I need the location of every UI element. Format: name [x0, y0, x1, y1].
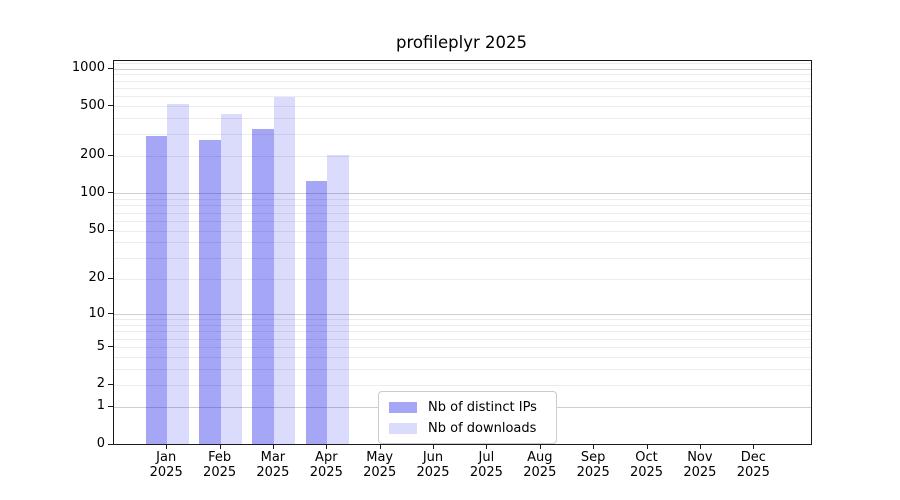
legend: Nb of distinct IPs Nb of downloads [378, 391, 557, 444]
bar-downloads-Feb 2025 [220, 113, 243, 445]
gridline-20 [114, 278, 811, 280]
gridline-200 [114, 155, 811, 157]
gridline-100 [114, 193, 811, 195]
gridline-2 [114, 384, 811, 386]
x-tick-label-apr: Apr 2025 [309, 450, 343, 480]
bar-downloads-Apr 2025 [327, 154, 349, 445]
x-tick-mark-may [379, 444, 381, 449]
x-tick-label-sep: Sep 2025 [576, 450, 610, 480]
x-tick-mark-dec [753, 444, 755, 449]
gridline-60 [114, 220, 811, 222]
legend-item-distinct-ips: Nb of distinct IPs [385, 398, 550, 416]
y-tick-label-100: 100 [80, 184, 105, 200]
gridline-40 [114, 242, 811, 244]
y-tick-mark-1000 [108, 67, 113, 69]
y-tick-label-5: 5 [96, 338, 105, 354]
x-tick-label-nov: Nov 2025 [683, 450, 717, 480]
y-tick-mark-5 [108, 346, 113, 347]
y-tick-mark-1 [108, 405, 113, 407]
gridline-400 [114, 118, 811, 120]
y-tick-label-500: 500 [80, 97, 105, 113]
gridline-5 [114, 347, 811, 348]
y-tick-mark-0 [108, 443, 113, 445]
chart-title: profileplyr 2025 [396, 33, 527, 52]
gridline-3 [114, 369, 811, 371]
y-tick-mark-2 [108, 383, 113, 385]
gridline-1100 [114, 63, 811, 65]
y-tick-mark-100 [108, 192, 113, 194]
y-tick-label-0: 0 [96, 436, 105, 451]
y-tick-label-50: 50 [88, 222, 105, 237]
y-tick-mark-500 [108, 105, 113, 107]
x-tick-label-dec: Dec 2025 [736, 450, 770, 480]
gridline-700 [114, 87, 811, 89]
y-tick-label-20: 20 [88, 270, 105, 286]
bar-distinct-ips-Jan 2025 [145, 135, 168, 445]
y-tick-label-200: 200 [80, 147, 105, 163]
x-tick-label-jan: Jan 2025 [149, 450, 183, 480]
x-tick-label-jul: Jul 2025 [469, 450, 503, 480]
gridline-10 [114, 314, 811, 315]
legend-item-downloads: Nb of downloads [385, 419, 550, 437]
gridline-7 [114, 331, 811, 333]
legend-label-distinct-ips: Nb of distinct IPs [428, 399, 537, 415]
gridline-8 [114, 324, 811, 326]
gridline-1000 [114, 68, 811, 70]
gridline-70 [114, 212, 811, 214]
gridline-800 [114, 80, 811, 82]
x-tick-mark-nov [699, 444, 701, 449]
gridline-50 [114, 230, 811, 232]
x-tick-mark-oct [646, 444, 648, 449]
bar-downloads-Mar 2025 [273, 97, 296, 445]
y-tick-mark-50 [108, 229, 113, 231]
plot-area: Nb of distinct IPs Nb of downloads [113, 60, 812, 445]
legend-label-downloads: Nb of downloads [428, 420, 537, 436]
x-tick-mark-sep [593, 444, 595, 449]
x-tick-mark-aug [539, 444, 541, 449]
gridline-30 [114, 257, 811, 259]
x-tick-label-jun: Jun 2025 [416, 450, 450, 480]
y-tick-mark-200 [108, 154, 113, 156]
gridline-6 [114, 338, 811, 340]
legend-swatch-downloads-icon [389, 422, 417, 434]
x-tick-label-may: May 2025 [363, 450, 397, 480]
gridline-9 [114, 319, 811, 321]
gridline-600 [114, 96, 811, 98]
x-tick-mark-jan [166, 444, 168, 449]
y-tick-label-1: 1 [96, 398, 105, 414]
x-tick-label-mar: Mar 2025 [256, 450, 290, 480]
x-tick-mark-mar [272, 444, 274, 449]
bar-distinct-ips-Mar 2025 [252, 128, 274, 445]
gridline-90 [114, 199, 811, 200]
x-tick-label-feb: Feb 2025 [203, 450, 237, 480]
gridline-300 [114, 133, 811, 135]
legend-swatch-distinct-ips-icon [389, 401, 417, 413]
gridline-900 [114, 74, 811, 76]
x-tick-label-aug: Aug 2025 [523, 450, 557, 480]
y-tick-mark-20 [108, 277, 113, 279]
y-tick-label-10: 10 [88, 305, 105, 321]
gridline-4 [114, 356, 811, 358]
x-tick-label-oct: Oct 2025 [629, 450, 664, 480]
y-tick-mark-10 [108, 313, 113, 314]
y-tick-label-1000: 1000 [71, 60, 105, 75]
gridline-80 [114, 205, 811, 207]
x-tick-mark-jul [486, 444, 488, 449]
gridline-500 [114, 106, 811, 108]
x-tick-mark-feb [219, 444, 221, 449]
y-tick-label-2: 2 [96, 376, 105, 392]
bar-downloads-Jan 2025 [167, 104, 189, 445]
x-tick-mark-jun [433, 444, 434, 449]
bar-distinct-ips-Feb 2025 [199, 139, 221, 445]
x-tick-mark-apr [326, 444, 328, 449]
bar-distinct-ips-Apr 2025 [305, 181, 328, 445]
